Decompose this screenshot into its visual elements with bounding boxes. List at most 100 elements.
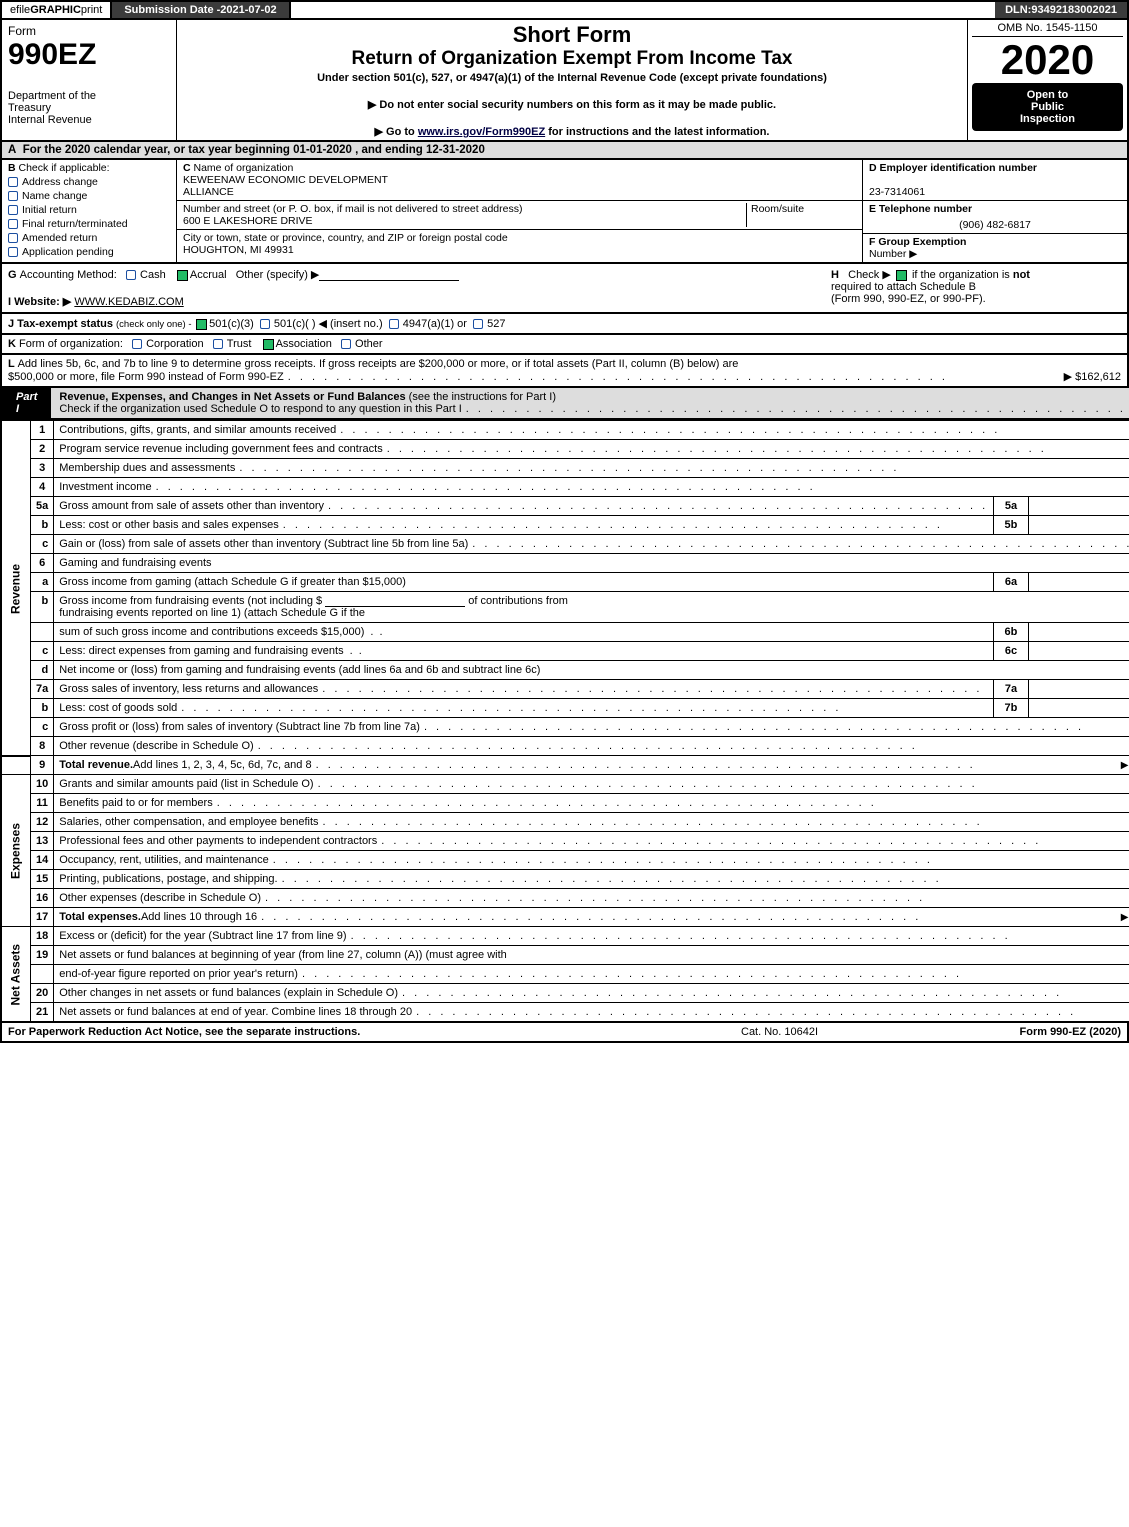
desc-text: Net assets or fund balances at beginning… [54, 946, 1129, 965]
line-15: 15 Printing, publications, postage, and … [1, 870, 1129, 889]
chk-application-pending[interactable]: Application pending [8, 246, 170, 258]
line-7c: c Gross profit or (loss) from sales of i… [1, 718, 1129, 737]
g-other: Other (specify) ▶ [236, 269, 320, 281]
ln: 5a [31, 497, 54, 516]
dots [239, 462, 1129, 474]
desc-pre: Gross income from fundraising events (no… [59, 595, 322, 607]
chk-name-change[interactable]: Name change [8, 190, 170, 202]
checkbox-icon[interactable] [260, 319, 270, 329]
dots [323, 816, 1129, 828]
j-4947: 4947(a)(1) or [403, 318, 467, 330]
ln: 19 [31, 946, 54, 965]
dots [416, 1006, 1129, 1018]
footer-right: Form 990-EZ (2020) [941, 1026, 1121, 1038]
checkbox-icon [8, 205, 18, 215]
checkbox-icon[interactable] [126, 270, 136, 280]
block-bcd: B Check if applicable: Address change Na… [0, 160, 1129, 264]
row-k-label: K [8, 338, 19, 350]
midnum: 5b [994, 516, 1029, 535]
dots [316, 759, 1117, 771]
row-h-label: H [831, 269, 839, 281]
midnum: 6a [994, 573, 1029, 592]
checkbox-icon[interactable] [389, 319, 399, 329]
goto-link[interactable]: www.irs.gov/Form990EZ [418, 126, 545, 138]
return-title: Return of Organization Exempt From Incom… [183, 48, 961, 70]
omb-number: OMB No. 1545-1150 [972, 22, 1123, 37]
contrib-input[interactable] [325, 595, 465, 607]
phone-label: E Telephone number [869, 203, 972, 215]
part1-title: Revenue, Expenses, and Changes in Net As… [59, 391, 405, 403]
dots [340, 424, 1129, 436]
header-left: Form 990EZ Department of the Treasury In… [2, 20, 177, 140]
ein-row: D Employer identification number 23-7314… [863, 160, 1127, 201]
chk-final-return[interactable]: Final return/terminated [8, 218, 170, 230]
desc-text: Program service revenue including govern… [59, 443, 382, 455]
line-17: 17 Total expenses. Add lines 10 through … [1, 908, 1129, 927]
chk-initial-return[interactable]: Initial return [8, 204, 170, 216]
dept-line2: Treasury [8, 102, 170, 114]
row-i-label: I Website: ▶ [8, 296, 71, 308]
no-enter-ssn: ▶ Do not enter social security numbers o… [183, 98, 961, 111]
line-6: 6 Gaming and fundraising events [1, 554, 1129, 573]
desc-text: Less: cost or other basis and sales expe… [59, 519, 279, 531]
footer-form-pre: Form [1020, 1026, 1051, 1038]
line-3: 3 Membership dues and assessments 3 67,0… [1, 459, 1129, 478]
ln: 15 [31, 870, 54, 889]
inspect-3: Inspection [974, 113, 1121, 125]
efile-print[interactable]: efile GRAPHIC print [2, 2, 112, 18]
checkbox-icon[interactable] [196, 319, 207, 330]
midnum: 6b [994, 623, 1029, 642]
desc: Gross income from fundraising events (no… [54, 592, 1129, 623]
line-21: 21 Net assets or fund balances at end of… [1, 1003, 1129, 1023]
side-revenue: Revenue [1, 421, 31, 756]
checkbox-icon[interactable] [177, 270, 188, 281]
line-11: 11 Benefits paid to or for members 11 [1, 794, 1129, 813]
dots [261, 911, 1117, 923]
part1-tag: Part I [2, 388, 51, 418]
ln: d [31, 661, 54, 680]
row-l-label: L [8, 358, 18, 370]
g-other-input[interactable] [319, 269, 459, 281]
desc-text: Add lines 10 through 16 [141, 911, 257, 923]
checkbox-icon[interactable] [213, 339, 223, 349]
checkbox-icon[interactable] [473, 319, 483, 329]
dots [381, 835, 1129, 847]
footer-cat: Cat. No. 10642I [741, 1026, 941, 1038]
submission-date-label: Submission Date - [124, 4, 220, 16]
section-c: C Name of organization KEWEENAW ECONOMIC… [177, 160, 862, 262]
checkbox-icon[interactable] [263, 339, 274, 350]
line-19b: end-of-year figure reported on prior yea… [1, 965, 1129, 984]
checkbox-icon [8, 177, 18, 187]
desc-text: Salaries, other compensation, and employ… [59, 816, 318, 828]
dots [156, 481, 1129, 493]
ln: b [31, 592, 54, 623]
section-c-label: C [183, 162, 191, 174]
checkbox-icon[interactable] [341, 339, 351, 349]
dots: . . [350, 645, 362, 657]
dots [387, 443, 1129, 455]
line-6d: d Net income or (loss) from gaming and f… [1, 661, 1129, 680]
checkbox-icon[interactable] [896, 270, 907, 281]
line-1: Revenue 1 Contributions, gifts, grants, … [1, 421, 1129, 440]
row-k-text: Form of organization: [19, 338, 123, 350]
midnum: 7b [994, 699, 1029, 718]
row-j-label: J Tax-exempt status [8, 318, 113, 330]
desc-text: Membership dues and assessments [59, 462, 235, 474]
chk-label: Address change [22, 176, 98, 188]
desc-text: Gross amount from sale of assets other t… [59, 500, 324, 512]
line-9: 9 Total revenue. Add lines 1, 2, 3, 4, 5… [1, 756, 1129, 775]
ln: c [31, 535, 54, 554]
checkbox-icon [8, 219, 18, 229]
chk-address-change[interactable]: Address change [8, 176, 170, 188]
checkbox-icon[interactable] [132, 339, 142, 349]
dept-line3: Internal Revenue [8, 114, 170, 126]
line-8: 8 Other revenue (describe in Schedule O)… [1, 737, 1129, 756]
desc-text: Less: cost of goods sold [59, 702, 177, 714]
desc-bold: Total expenses. [59, 911, 141, 923]
ln: 8 [31, 737, 54, 756]
row-l-text2: $500,000 or more, file Form 990 instead … [8, 371, 284, 383]
website-link[interactable]: WWW.KEDABIZ.COM [74, 296, 183, 308]
side-netassets: Net Assets [1, 927, 31, 1023]
chk-amended-return[interactable]: Amended return [8, 232, 170, 244]
dln: DLN: 93492183002021 [995, 2, 1127, 18]
